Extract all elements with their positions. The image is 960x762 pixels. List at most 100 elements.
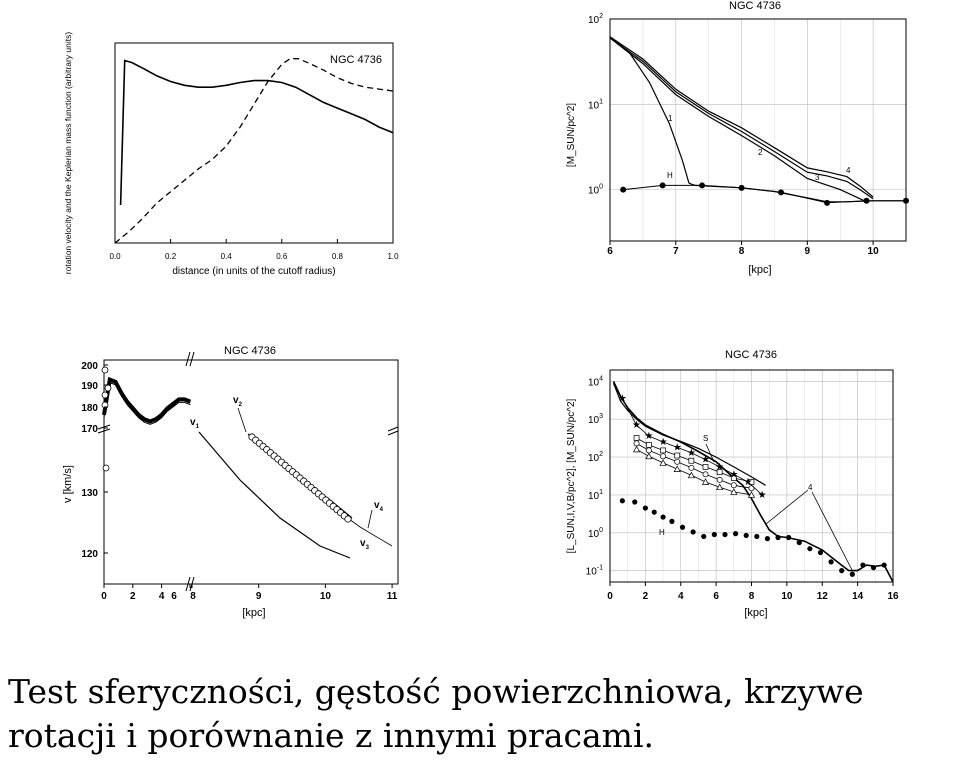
square-point <box>748 479 755 485</box>
dashed-curve <box>114 58 394 244</box>
circle-point <box>674 458 681 465</box>
triangle-point <box>632 445 641 453</box>
circle-point <box>688 464 695 471</box>
x-tick-label: 0.0 <box>109 252 121 261</box>
h-point <box>679 524 686 530</box>
inner-point <box>102 464 110 472</box>
star-point: ★ <box>673 442 682 453</box>
h-point <box>778 189 785 196</box>
square-point <box>716 469 723 475</box>
h-point <box>620 186 627 193</box>
x-tick-label: 0 <box>101 591 107 602</box>
x-tick-label: 0.6 <box>276 252 288 261</box>
axis-breaks <box>97 351 399 592</box>
x-tick-label: 9 <box>805 246 811 257</box>
v2-point <box>344 515 352 523</box>
star-point: ★ <box>729 469 738 480</box>
curve-label: v2 <box>233 395 243 408</box>
x-tick-label: 12 <box>817 591 829 602</box>
y-axis-break <box>387 426 399 436</box>
inner-point <box>104 384 112 392</box>
triangle-point <box>730 488 738 495</box>
circle-point <box>702 471 709 478</box>
chart-title: NGC 4736 <box>729 0 781 12</box>
h-point <box>764 536 771 542</box>
h-point <box>903 197 909 204</box>
curve-label: 4 <box>808 483 813 492</box>
star-point: ★ <box>715 462 724 473</box>
y-tick-label: 104 <box>588 375 603 388</box>
x-tick-label: 0.8 <box>332 252 344 261</box>
plot-frame <box>103 359 399 585</box>
y-axis-label: v [km/s] <box>62 465 74 503</box>
curve-2 <box>609 37 867 203</box>
y-axis-break <box>97 424 111 434</box>
h-point <box>870 565 877 571</box>
chart-title: NGC 4736 <box>224 345 276 357</box>
axes: 0 2 4 6 8 10 12 14 16 10-1 100 101 102 103 104 <box>586 375 899 602</box>
x-tick-label: 10 <box>320 591 332 602</box>
triangle-point <box>701 478 710 485</box>
h-point <box>642 505 648 511</box>
triangle-point <box>645 452 653 460</box>
h-point <box>839 568 845 574</box>
star-point: ★ <box>618 394 627 405</box>
x-tick-label: 14 <box>852 591 864 602</box>
h-point <box>824 199 831 206</box>
x-tick-label: 9 <box>256 591 262 602</box>
h-point <box>817 549 824 556</box>
x-tick-label: 0 <box>607 591 613 602</box>
x-axis-label: [kpc] <box>744 607 767 619</box>
circle-point <box>645 447 652 454</box>
h-point <box>786 534 792 541</box>
y-axis-label: rotation velocity and the Keplerian mass… <box>63 32 73 275</box>
y-axis-label: [L_SUN,I,V,B/pc^2], [M_SUN/pc^2] <box>566 398 577 553</box>
circle-point <box>716 476 723 483</box>
h-point <box>651 509 657 515</box>
curve-label: v3 <box>360 538 370 551</box>
x-axis-label: [kpc] <box>242 607 265 619</box>
h-point <box>732 531 739 537</box>
v1-curve <box>198 431 351 559</box>
curve-label: 4 <box>846 166 851 175</box>
h-point <box>690 529 696 535</box>
h-point <box>699 182 706 189</box>
plot-frame <box>114 42 394 244</box>
h-point <box>660 514 666 520</box>
chart-title: NGC 4736 <box>330 54 382 66</box>
x-axis: 0.0 0.2 0.4 0.6 0.8 1.0 <box>109 239 399 261</box>
y-tick-label: 200 <box>81 361 98 372</box>
axes: 0 2 4 6 8 9 10 11 200 190 180 170 130 120 <box>81 361 398 602</box>
triangle-point <box>716 483 724 491</box>
y-tick-label: 180 <box>81 403 98 414</box>
star-point: ★ <box>659 437 668 448</box>
y-tick-label: 120 <box>81 549 98 560</box>
curves <box>114 58 394 244</box>
star-point: ★ <box>687 448 696 459</box>
y-tick-label: 190 <box>81 381 98 392</box>
panel-rotation-curves: NGC 4736 v1 v2 v3 v4 0 2 4 6 8 9 10 11 200 190 180 170… <box>62 345 399 619</box>
square-point <box>730 475 737 481</box>
series-line-stars <box>622 398 763 496</box>
curve-label: v4 <box>374 500 384 513</box>
h-point <box>619 498 625 504</box>
x-tick-label: 0.2 <box>165 252 177 261</box>
x-axis-label: [kpc] <box>748 264 771 276</box>
model-curve-4 <box>612 381 894 583</box>
x-tick-label: 2 <box>643 591 649 602</box>
grid <box>609 370 894 582</box>
square-point <box>646 442 652 448</box>
h-point <box>863 197 870 204</box>
square-point <box>660 447 666 454</box>
grid <box>609 18 906 241</box>
x-tick-label: 0.4 <box>221 252 233 261</box>
curves: ★★★★ ★ ★★★★★★S4H <box>612 381 894 583</box>
x-tick-label: 4 <box>159 591 165 602</box>
circle-point <box>730 482 737 489</box>
circle-point <box>660 453 667 460</box>
curve-3 <box>609 37 874 200</box>
y-tick-label: 101 <box>588 98 603 111</box>
triangle-point <box>673 465 681 472</box>
h-point <box>743 532 749 539</box>
h-point <box>849 571 855 577</box>
